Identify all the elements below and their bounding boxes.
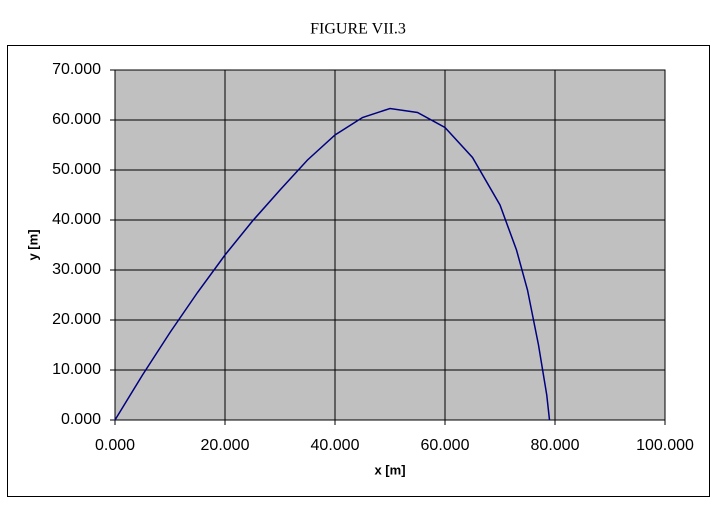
- y-tick-label: 10.000: [52, 361, 101, 378]
- chart-border: [7, 45, 710, 497]
- y-tick-label: 70.000: [52, 61, 101, 78]
- y-tick-label: 50.000: [52, 161, 101, 178]
- chart-title: FIGURE VII.3: [310, 21, 406, 38]
- x-tick-label: 60.000: [421, 437, 470, 454]
- plot-border: [114, 69, 666, 421]
- y-tick-label: 30.000: [52, 261, 101, 278]
- trajectory-line: [114, 107, 551, 421]
- y-tick-label: 40.000: [52, 211, 101, 228]
- x-tick-label: 100.000: [636, 437, 694, 454]
- x-tick-label: 0.000: [95, 437, 135, 454]
- x-tick-label: 40.000: [311, 437, 360, 454]
- y-axis-label: y [m]: [25, 229, 40, 260]
- x-tick-label: 20.000: [201, 437, 250, 454]
- y-tick-label: 20.000: [52, 311, 101, 328]
- x-tick-label: 80.000: [531, 437, 580, 454]
- x-axis-label: x [m]: [374, 462, 405, 477]
- plot-area: [115, 70, 665, 420]
- y-tick-label: 0.000: [61, 411, 101, 428]
- y-tick-label: 60.000: [52, 111, 101, 128]
